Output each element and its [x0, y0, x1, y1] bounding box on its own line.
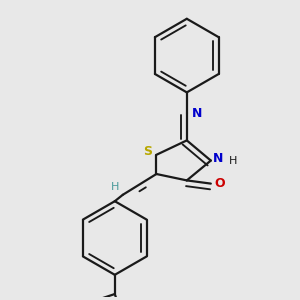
- Text: H: H: [230, 156, 238, 166]
- Text: S: S: [143, 145, 152, 158]
- Text: N: N: [213, 152, 224, 166]
- Text: N: N: [192, 107, 202, 120]
- Text: O: O: [214, 177, 225, 190]
- Text: H: H: [111, 182, 120, 192]
